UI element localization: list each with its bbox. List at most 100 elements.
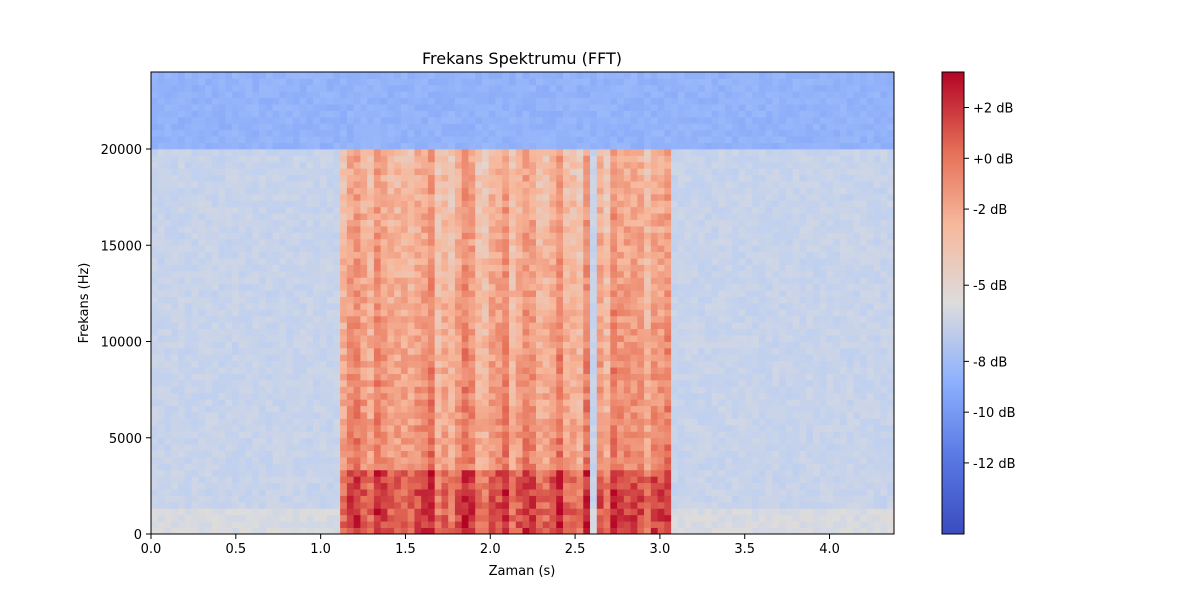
spectrogram-cell xyxy=(515,129,523,137)
spectrogram-cell xyxy=(157,277,165,285)
spectrogram-cell xyxy=(245,78,253,86)
spectrogram-cell xyxy=(488,367,496,374)
spectrogram-cell xyxy=(157,213,165,220)
spectrogram-cell xyxy=(171,206,179,214)
spectrogram-cell xyxy=(367,412,375,419)
spectrogram-cell xyxy=(596,238,604,246)
spectrogram-cell xyxy=(441,116,449,124)
spectrogram-cell xyxy=(259,155,267,163)
spectrogram-cell xyxy=(353,399,361,407)
spectrogram-cell xyxy=(542,226,550,233)
spectrogram-cell xyxy=(272,129,280,137)
spectrogram-cell xyxy=(252,457,260,464)
spectrogram-cell xyxy=(157,187,165,195)
spectrogram-cell xyxy=(448,187,456,195)
spectrogram-cell xyxy=(481,424,490,432)
spectrogram-cell xyxy=(448,123,456,131)
spectrogram-cell xyxy=(468,341,476,349)
spectrogram-cell xyxy=(468,258,476,265)
spectrogram-cell xyxy=(157,116,165,124)
spectrogram-cell xyxy=(448,444,456,451)
spectrogram-cell xyxy=(549,193,557,201)
spectrogram-cell xyxy=(340,373,348,381)
spectrogram-cell xyxy=(238,142,246,150)
spectrogram-cell xyxy=(529,328,537,336)
spectrogram-cell xyxy=(427,104,436,111)
spectrogram-cell xyxy=(245,373,253,381)
spectrogram-cell xyxy=(313,514,321,522)
spectrogram-cell xyxy=(353,155,361,163)
spectrogram-cell xyxy=(421,354,429,362)
spectrogram-cell xyxy=(603,283,611,291)
spectrogram-cell xyxy=(556,489,564,496)
spectrogram-cell xyxy=(353,129,361,137)
spectrogram-cell xyxy=(232,174,240,182)
spectrogram-cell xyxy=(529,482,537,490)
spectrogram-cell xyxy=(238,245,246,253)
spectrogram-cell xyxy=(279,521,287,528)
spectrogram-cell xyxy=(286,226,294,233)
spectrogram-cell xyxy=(191,328,199,336)
spectrogram-cell xyxy=(360,335,368,342)
spectrogram-cell xyxy=(617,373,625,381)
spectrogram-cell xyxy=(232,392,240,400)
spectrogram-cell xyxy=(508,303,517,310)
spectrogram-cell xyxy=(232,489,240,496)
spectrogram-cell xyxy=(414,290,422,297)
spectrogram-cell xyxy=(407,469,415,477)
spectrogram-cell xyxy=(603,527,611,535)
spectrogram-cell xyxy=(488,277,496,285)
spectrogram-cell xyxy=(400,129,409,137)
spectrogram-cell xyxy=(299,437,307,445)
spectrogram-cell xyxy=(536,303,544,310)
spectrogram-cell xyxy=(340,463,348,471)
spectrogram-cell xyxy=(373,521,382,528)
spectrogram-cell xyxy=(211,405,219,413)
spectrogram-cell xyxy=(279,315,287,323)
spectrogram-cell xyxy=(488,219,496,227)
spectrogram-cell xyxy=(515,495,523,503)
spectrogram-cell xyxy=(259,149,267,156)
spectrogram-cell xyxy=(441,380,449,387)
spectrogram-cell xyxy=(556,437,564,445)
spectrogram-cell xyxy=(508,424,517,432)
spectrogram-cell xyxy=(407,501,415,509)
spectrogram-cell xyxy=(394,187,402,195)
spectrogram-cell xyxy=(454,450,463,458)
spectrogram-cell xyxy=(414,149,422,156)
spectrogram-cell xyxy=(495,405,503,413)
spectrogram-cell xyxy=(481,116,490,124)
spectrogram-cell xyxy=(414,399,422,407)
spectrogram-cell xyxy=(387,72,395,79)
spectrogram-cell xyxy=(563,399,571,407)
spectrogram-cell xyxy=(178,489,186,496)
spectrogram-cell xyxy=(434,424,442,432)
spectrogram-cell xyxy=(596,424,604,432)
spectrogram-cell xyxy=(468,386,476,394)
spectrogram-cell xyxy=(205,258,213,265)
spectrogram-cell xyxy=(252,380,260,387)
spectrogram-cell xyxy=(414,181,422,188)
spectrogram-cell xyxy=(475,489,483,496)
spectrogram-cell xyxy=(360,104,368,111)
spectrogram-cell xyxy=(576,418,584,426)
spectrogram-cell xyxy=(340,469,348,477)
spectrogram-cell xyxy=(549,238,557,246)
spectrogram-cell xyxy=(380,360,388,368)
spectrogram-cell xyxy=(178,129,186,137)
spectrogram-cell xyxy=(434,213,442,220)
spectrogram-cell xyxy=(394,489,402,496)
spectrogram-cell xyxy=(373,296,382,304)
spectrogram-cell xyxy=(373,123,382,131)
spectrogram-cell xyxy=(502,322,510,330)
spectrogram-cell xyxy=(333,437,341,445)
spectrogram-cell xyxy=(515,72,523,79)
spectrogram-cell xyxy=(529,206,537,214)
spectrogram-cell xyxy=(353,335,361,342)
spectrogram-cell xyxy=(164,193,172,201)
spectrogram-cell xyxy=(178,91,186,99)
spectrogram-cell xyxy=(542,283,550,291)
spectrogram-cell xyxy=(326,450,334,458)
spectrogram-cell xyxy=(313,347,321,355)
spectrogram-cell xyxy=(333,232,341,240)
